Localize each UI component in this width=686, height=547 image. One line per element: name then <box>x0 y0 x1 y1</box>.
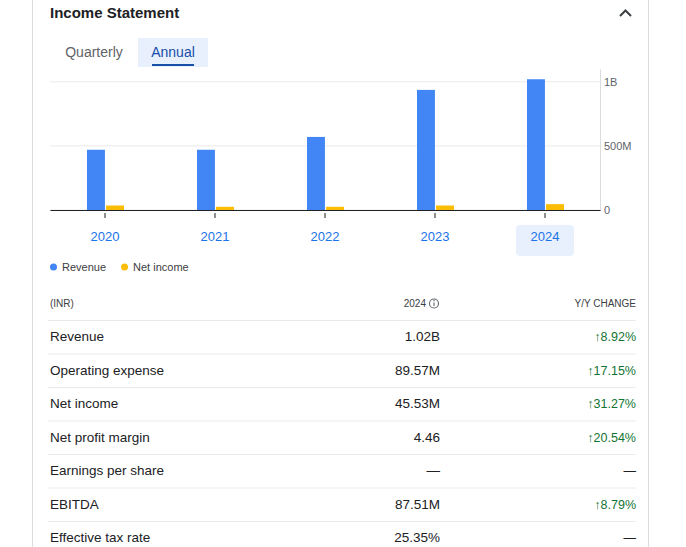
x-tick-mark <box>325 213 326 218</box>
row-label: EBITDA <box>50 497 99 512</box>
cell: 45.53M <box>395 396 440 411</box>
row-divider <box>48 454 636 455</box>
x-axis: 2020 2021 2022 2023 2024 <box>51 211 601 245</box>
grid-line <box>50 145 600 146</box>
row-divider <box>48 320 636 321</box>
cell: 4.46 <box>414 430 440 445</box>
bar[interactable] <box>436 206 454 210</box>
legend-item[interactable]: Revenue <box>50 261 106 273</box>
y-tick: 500M <box>600 140 632 152</box>
cell: 25.35% <box>394 530 440 545</box>
legend-item[interactable]: Net income <box>121 261 189 273</box>
x-tick: 2022 <box>311 213 340 244</box>
x-tick-label[interactable]: 2022 <box>311 229 340 244</box>
column-header: 2024 <box>404 298 427 309</box>
row-label: Net income <box>50 396 118 411</box>
cell: ↑31.27% <box>587 397 636 411</box>
row-divider <box>48 521 636 522</box>
cell: — <box>427 463 441 478</box>
selected-year-background <box>516 225 574 256</box>
y-tick-label: 0 <box>604 204 610 216</box>
row-label: Effective tax rate <box>50 530 150 545</box>
y-tick-label: 1B <box>604 76 617 88</box>
cell: ↑8.92% <box>594 330 636 344</box>
title: Income Statement <box>50 4 179 21</box>
bars <box>87 79 564 210</box>
series-bars <box>106 204 564 210</box>
x-tick: 2020 <box>91 213 120 244</box>
bar[interactable] <box>87 150 105 210</box>
grid-line <box>50 210 600 211</box>
cell: 87.51M <box>395 497 440 512</box>
x-tick-mark <box>435 213 436 218</box>
bar[interactable] <box>197 150 215 210</box>
x-tick: 2024 <box>531 213 560 244</box>
x-tick-mark <box>105 213 106 218</box>
row-label: Revenue <box>50 329 104 344</box>
column-header: (INR) <box>50 298 74 309</box>
bar[interactable] <box>417 90 435 210</box>
row-label: Earnings per share <box>50 463 164 478</box>
grid <box>50 82 600 210</box>
x-tick: 2021 <box>201 213 230 244</box>
y-axis-line <box>600 70 601 211</box>
row-divider <box>48 354 636 355</box>
y-tick-label: 500M <box>604 140 632 152</box>
income-statement-widget: Income Statement Quarterly Annual 0 500M 1B 20… <box>0 0 686 547</box>
bar[interactable] <box>546 204 564 210</box>
x-tick-label[interactable]: 2024 <box>531 229 560 244</box>
legend-swatch <box>50 264 57 271</box>
legend-label: Revenue <box>62 261 106 273</box>
x-tick-mark <box>545 213 546 218</box>
bar[interactable] <box>216 207 234 210</box>
row-label: Operating expense <box>50 363 164 378</box>
bar[interactable] <box>307 137 325 210</box>
x-tick-label[interactable]: 2021 <box>201 229 230 244</box>
collapse-chevron[interactable] <box>620 11 631 17</box>
row-divider <box>48 387 636 388</box>
bar[interactable] <box>106 206 124 210</box>
row-label: Net profit margin <box>50 430 150 445</box>
cell: ↑8.79% <box>594 498 636 512</box>
cell: 1.02B <box>405 329 440 344</box>
grid-line <box>50 81 600 82</box>
x-axis-line <box>51 210 601 211</box>
cell: ↑20.54% <box>587 431 636 445</box>
table: (INR) 2024 Y/Y CHANGE Revenue 1.02B ↑8.92% Ope… <box>48 298 637 545</box>
active-tab-background <box>138 38 208 67</box>
row-divider <box>48 488 636 489</box>
x-tick: 2023 <box>421 213 450 244</box>
x-tick-mark <box>215 213 216 218</box>
column-header: Y/Y CHANGE <box>575 298 637 309</box>
y-axis: 0 500M 1B <box>600 70 632 217</box>
tab[interactable]: Annual <box>151 44 195 60</box>
legend-label: Net income <box>133 261 189 273</box>
legend-swatch <box>121 264 128 271</box>
y-tick: 1B <box>600 76 617 88</box>
cell: — <box>624 464 637 478</box>
row-divider <box>48 421 636 422</box>
bar[interactable] <box>326 207 344 210</box>
cell: — <box>624 531 637 545</box>
cell: 89.57M <box>395 363 440 378</box>
bar[interactable] <box>527 79 545 210</box>
active-tab-underline <box>152 64 194 66</box>
cell: ↑17.15% <box>587 364 636 378</box>
x-tick-label[interactable]: 2020 <box>91 229 120 244</box>
tab[interactable]: Quarterly <box>65 44 123 60</box>
info-icon[interactable] <box>430 299 439 308</box>
series-bars <box>87 79 545 210</box>
legend: Revenue Net income <box>50 261 189 273</box>
y-tick: 0 <box>600 204 610 216</box>
card <box>33 0 649 547</box>
x-tick-label[interactable]: 2023 <box>421 229 450 244</box>
